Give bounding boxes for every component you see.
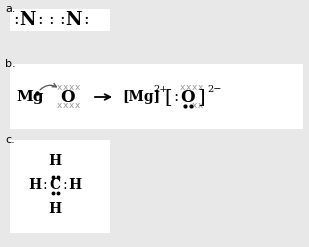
Text: x: x (197, 102, 203, 110)
Text: x: x (62, 83, 68, 92)
Text: :: : (63, 178, 67, 192)
Text: 2+: 2+ (153, 85, 167, 95)
FancyArrowPatch shape (40, 83, 57, 90)
Text: [Mg]: [Mg] (122, 90, 160, 104)
Text: :: : (37, 12, 43, 28)
Text: c.: c. (5, 135, 15, 145)
Text: Mg: Mg (16, 90, 44, 104)
FancyBboxPatch shape (10, 64, 303, 129)
Text: N: N (20, 11, 36, 29)
Text: x: x (68, 102, 74, 110)
Text: x: x (191, 102, 197, 110)
Text: x: x (185, 83, 191, 92)
Text: x: x (56, 102, 62, 110)
Text: O: O (61, 88, 75, 105)
Text: C: C (49, 178, 61, 192)
Text: H: H (49, 154, 61, 168)
Text: :: : (48, 12, 54, 28)
Text: x: x (197, 83, 203, 92)
Text: :: : (83, 12, 89, 28)
Text: b.: b. (5, 59, 16, 69)
Text: :: : (43, 178, 47, 192)
Text: x: x (68, 83, 74, 92)
Text: 2−: 2− (207, 85, 221, 95)
Text: a.: a. (5, 4, 15, 14)
Text: H: H (28, 178, 42, 192)
Text: x: x (74, 83, 80, 92)
Text: N: N (66, 11, 82, 29)
Text: [: [ (164, 88, 172, 106)
Text: ]: ] (197, 88, 205, 106)
Text: x: x (56, 83, 62, 92)
Text: H: H (49, 202, 61, 216)
Text: x: x (62, 102, 68, 110)
Text: x: x (191, 83, 197, 92)
FancyBboxPatch shape (10, 140, 110, 233)
Text: x: x (179, 83, 185, 92)
Text: :: : (59, 12, 65, 28)
Text: O: O (181, 88, 195, 105)
Text: :: : (173, 90, 179, 104)
Text: x: x (74, 102, 80, 110)
Text: :: : (13, 12, 19, 28)
FancyBboxPatch shape (10, 9, 110, 31)
Text: H: H (68, 178, 82, 192)
